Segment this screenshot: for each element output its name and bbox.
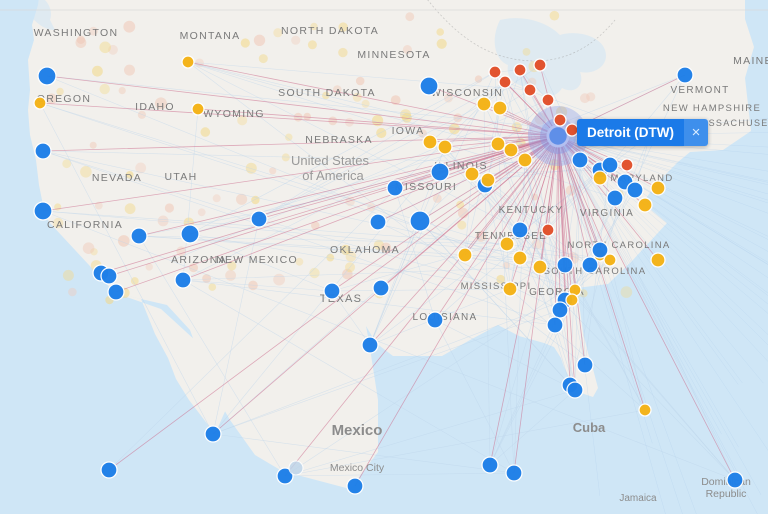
svg-text:MISSISSIPPI: MISSISSIPPI — [461, 281, 532, 292]
svg-text:Cuba: Cuba — [573, 420, 606, 435]
svg-text:WASHINGTON: WASHINGTON — [34, 27, 119, 39]
svg-text:NEW MEXICO: NEW MEXICO — [216, 254, 298, 266]
svg-text:MISSOURI: MISSOURI — [395, 181, 457, 193]
svg-text:IOWA: IOWA — [392, 125, 425, 137]
svg-text:NORTH CAROLINA: NORTH CAROLINA — [567, 240, 670, 251]
svg-text:Mexico City: Mexico City — [330, 462, 385, 474]
svg-text:IDAHO: IDAHO — [135, 101, 175, 113]
svg-text:MINNESOTA: MINNESOTA — [357, 49, 430, 61]
svg-text:MONTANA: MONTANA — [180, 30, 241, 42]
svg-text:of America: of America — [302, 168, 364, 183]
svg-text:Dominican: Dominican — [701, 476, 751, 488]
svg-text:MAINE: MAINE — [733, 55, 768, 67]
svg-text:WYOMING: WYOMING — [203, 108, 265, 120]
svg-text:NEVADA: NEVADA — [92, 172, 142, 184]
svg-text:UTAH: UTAH — [164, 171, 197, 183]
svg-text:Republic: Republic — [706, 488, 747, 500]
svg-text:WISCONSIN: WISCONSIN — [431, 87, 503, 99]
svg-text:Mexico: Mexico — [332, 422, 383, 439]
svg-text:SOUTH DAKOTA: SOUTH DAKOTA — [278, 87, 376, 99]
svg-text:OKLAHOMA: OKLAHOMA — [330, 244, 400, 256]
svg-text:CALIFORNIA: CALIFORNIA — [47, 219, 123, 231]
svg-text:KENTUCKY: KENTUCKY — [499, 205, 564, 216]
svg-text:Jamaica: Jamaica — [619, 493, 657, 504]
svg-text:United States: United States — [291, 153, 370, 168]
svg-text:NEW HAMPSHIRE: NEW HAMPSHIRE — [663, 103, 761, 114]
svg-text:VIRGINIA: VIRGINIA — [580, 208, 634, 219]
svg-text:NEBRASKA: NEBRASKA — [305, 134, 373, 146]
svg-text:VERMONT: VERMONT — [670, 85, 729, 96]
svg-text:NORTH DAKOTA: NORTH DAKOTA — [281, 25, 379, 37]
svg-text:LOUISIANA: LOUISIANA — [412, 312, 477, 323]
